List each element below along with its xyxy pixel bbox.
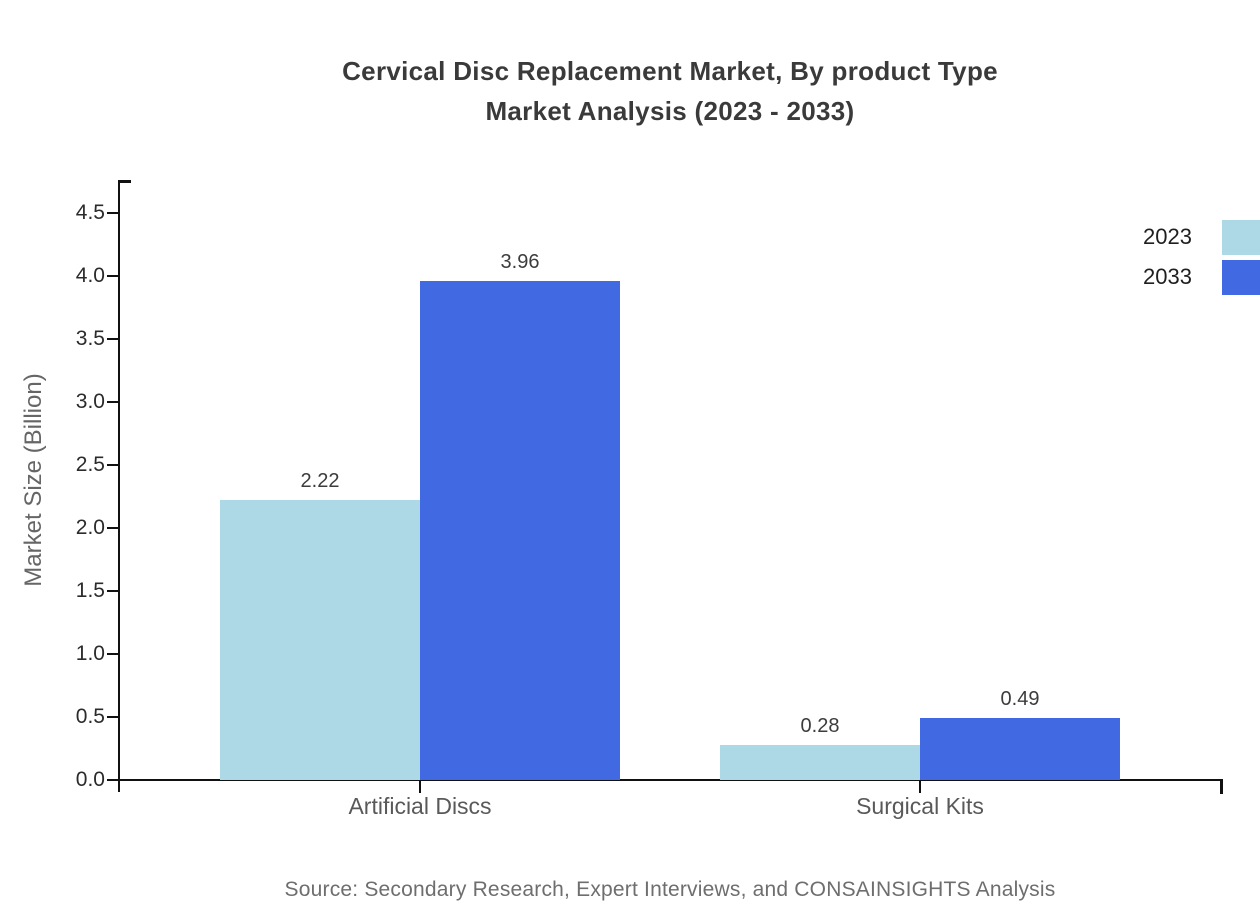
x-category-label: Surgical Kits (856, 793, 984, 819)
y-tick-mark (107, 463, 118, 467)
legend-swatch-2033 (1222, 260, 1260, 295)
y-tick-label: 4.5 (75, 200, 105, 224)
legend-label-2033: 2033 (1143, 264, 1192, 289)
bar-value-label: 2.22 (300, 470, 340, 493)
y-tick-label: 1.5 (75, 578, 105, 602)
y-tick-mark (107, 589, 118, 593)
chart-title: Cervical Disc Replacement Market, By pro… (120, 51, 1220, 131)
y-tick-mark (107, 715, 118, 719)
legend-label-2023: 2023 (1143, 224, 1192, 249)
bar-value-label: 3.96 (500, 250, 540, 273)
chart-title-line1: Cervical Disc Replacement Market, By pro… (342, 56, 998, 86)
x-tick-mark (918, 780, 922, 793)
y-tick-label: 2.5 (75, 452, 105, 476)
y-tick-mark (107, 211, 118, 215)
bar-2033-surgical-kits (920, 718, 1120, 780)
bar-value-label: 0.49 (1000, 688, 1040, 711)
y-tick-label: 0.5 (75, 704, 105, 728)
x-axis-spine (117, 778, 1223, 781)
chart-title-line2: Market Analysis (2023 - 2033) (485, 96, 855, 126)
y-tick-label: 3.5 (75, 326, 105, 350)
y-axis-top-cap (117, 180, 131, 183)
y-axis-spine (117, 180, 120, 792)
y-tick-label: 2.0 (75, 515, 105, 539)
y-tick-mark (107, 778, 118, 782)
bar-2023-surgical-kits (720, 744, 920, 780)
y-tick-mark (107, 337, 118, 341)
y-tick-label: 4.0 (75, 263, 105, 287)
y-tick-mark (107, 652, 118, 656)
bar-2033-artificial-discs (420, 280, 620, 780)
legend-swatch-2023 (1222, 220, 1260, 255)
y-tick-label: 1.0 (75, 641, 105, 665)
source-note: Source: Secondary Research, Expert Inter… (284, 878, 1056, 901)
x-category-label: Artificial Discs (348, 793, 492, 819)
y-tick-mark (107, 274, 118, 278)
y-tick-label: 3.0 (75, 389, 105, 413)
y-tick-mark (107, 400, 118, 404)
x-axis-right-cap (1220, 778, 1223, 794)
x-tick-mark (418, 780, 422, 793)
y-tick-mark (107, 526, 118, 530)
bar-value-label: 0.28 (800, 714, 840, 737)
y-tick-label: 0.0 (75, 768, 105, 791)
bar-2023-artificial-discs (220, 500, 420, 780)
